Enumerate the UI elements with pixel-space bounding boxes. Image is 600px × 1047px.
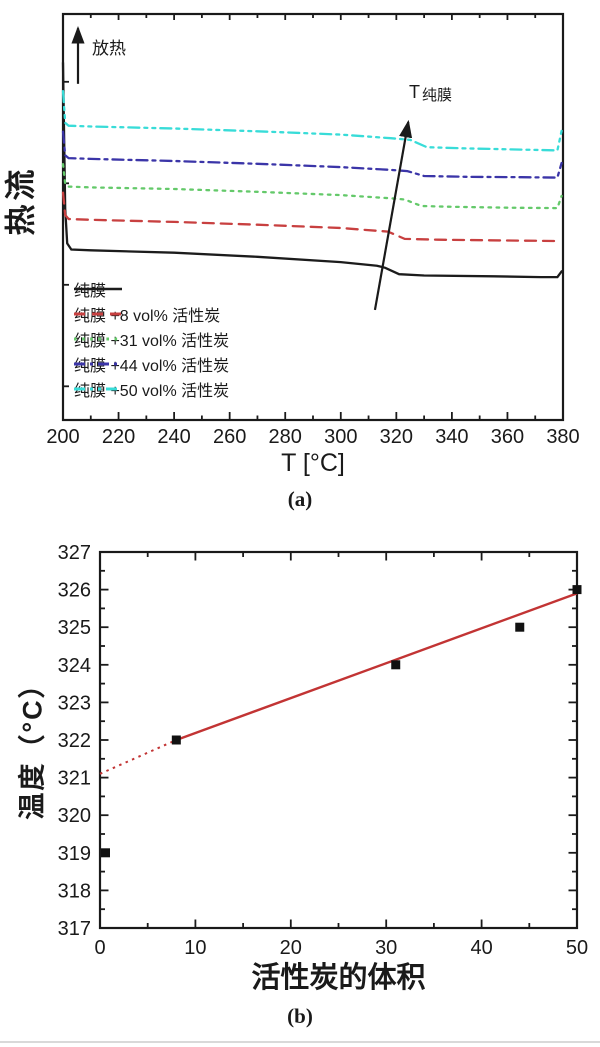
axis-tick-label: 10 xyxy=(184,937,206,959)
curve-dashed xyxy=(61,191,559,243)
dsc-chart: 200 220 240 260 280 300 320 340 360 380 xyxy=(46,12,580,448)
axis-tick-label: 321 xyxy=(58,768,91,790)
chart-a-x-axis-label: T [°C] xyxy=(281,449,345,477)
chart-a-y-axis-label: 热流 xyxy=(3,165,39,236)
subfigure-b-caption: (b) xyxy=(287,1004,313,1028)
subfigure-a-caption: (a) xyxy=(287,487,313,511)
curve-dashdotdot xyxy=(61,89,563,152)
axis-tick-label: 260 xyxy=(213,426,246,448)
legend-item: 纯膜 +44 vol% 活性炭 xyxy=(74,351,229,376)
data-point-marker xyxy=(391,660,401,670)
axis-tick-label: 317 xyxy=(58,918,91,940)
axis-tick-label: 320 xyxy=(380,426,413,448)
legend-label: 纯膜 +44 vol% 活性炭 xyxy=(74,357,230,375)
axis-tick-label: 340 xyxy=(435,426,468,448)
fit-line-solid xyxy=(175,592,578,742)
annotation-subscript: 纯膜 xyxy=(422,87,453,104)
axis-tick-label: 325 xyxy=(58,617,91,639)
data-point-marker xyxy=(101,848,110,858)
axis-tick-label: 360 xyxy=(491,426,524,448)
legend-line-dotted-icon xyxy=(74,337,122,340)
axis-tick-label: 327 xyxy=(58,542,91,564)
legend-item: 纯膜 xyxy=(74,276,229,301)
axis-tick-label: 322 xyxy=(58,730,91,752)
axis-tick-label: 30 xyxy=(375,937,397,959)
temperature-vs-volume-chart: 0 10 20 30 40 50 317 318 319 320 321 322 323 324 325 32… xyxy=(58,542,589,959)
page-divider xyxy=(0,1041,600,1043)
axis-tick-label: 319 xyxy=(58,843,91,865)
axis-tick-label: 200 xyxy=(46,426,79,448)
legend-item: 纯膜 +31 vol% 活性炭 xyxy=(74,326,229,351)
axis-tick-label: 323 xyxy=(58,692,91,714)
plot-border xyxy=(98,550,579,930)
pure-membrane-temperature-annotation: T 纯膜 xyxy=(409,82,453,104)
legend-item: 纯膜 +50 vol% 活性炭 xyxy=(74,376,229,401)
axis-tick-label: 20 xyxy=(280,937,302,959)
data-point-marker xyxy=(171,735,181,745)
chart-a-legend: 纯膜 纯膜 +8 vol% 活性炭 纯膜 +31 vol% 活性炭 纯膜 +44… xyxy=(74,276,229,401)
data-point-marker xyxy=(515,622,525,632)
curve-dashdot xyxy=(61,130,563,179)
axis-tick-label: 324 xyxy=(58,655,91,677)
legend-label: 纯膜 +8 vol% 活性炭 xyxy=(74,307,221,325)
curve-solid xyxy=(61,61,563,279)
axis-tick-label: 240 xyxy=(157,426,190,448)
exothermic-annotation: 放热 xyxy=(92,39,126,58)
legend-line-dashed-icon xyxy=(74,312,122,315)
annotation-symbol: T xyxy=(409,82,420,102)
axis-tick-label: 300 xyxy=(324,426,357,448)
curve-dotted xyxy=(61,163,563,210)
chart-b-y-axis-label: 温度（°C） xyxy=(17,669,48,820)
axis-tick-label: 50 xyxy=(566,937,588,959)
axis-tick-label: 280 xyxy=(269,426,302,448)
legend-line-solid-icon xyxy=(74,287,122,290)
axis-tick-label: 40 xyxy=(470,937,492,959)
legend-label: 纯膜 +50 vol% 活性炭 xyxy=(74,382,230,400)
axis-tick-label: 326 xyxy=(58,580,91,602)
legend-label: 纯膜 xyxy=(74,282,107,300)
legend-label: 纯膜 +31 vol% 活性炭 xyxy=(74,332,230,350)
legend-line-dashdotdot-icon xyxy=(74,387,122,390)
axis-tick-label: 320 xyxy=(58,805,91,827)
axis-tick-label: 380 xyxy=(546,426,579,448)
fit-line-dotted xyxy=(99,739,177,775)
axis-tick-label: 0 xyxy=(94,937,105,959)
chart-b-x-axis-label: 活性炭的体积 xyxy=(251,962,426,994)
data-point-marker xyxy=(572,585,582,595)
legend-item: 纯膜 +8 vol% 活性炭 xyxy=(74,301,229,326)
trend-arrow xyxy=(373,119,413,311)
legend-line-dashdot-icon xyxy=(74,362,122,365)
axis-tick-label: 318 xyxy=(58,880,91,902)
axis-tick-label: 220 xyxy=(102,426,135,448)
